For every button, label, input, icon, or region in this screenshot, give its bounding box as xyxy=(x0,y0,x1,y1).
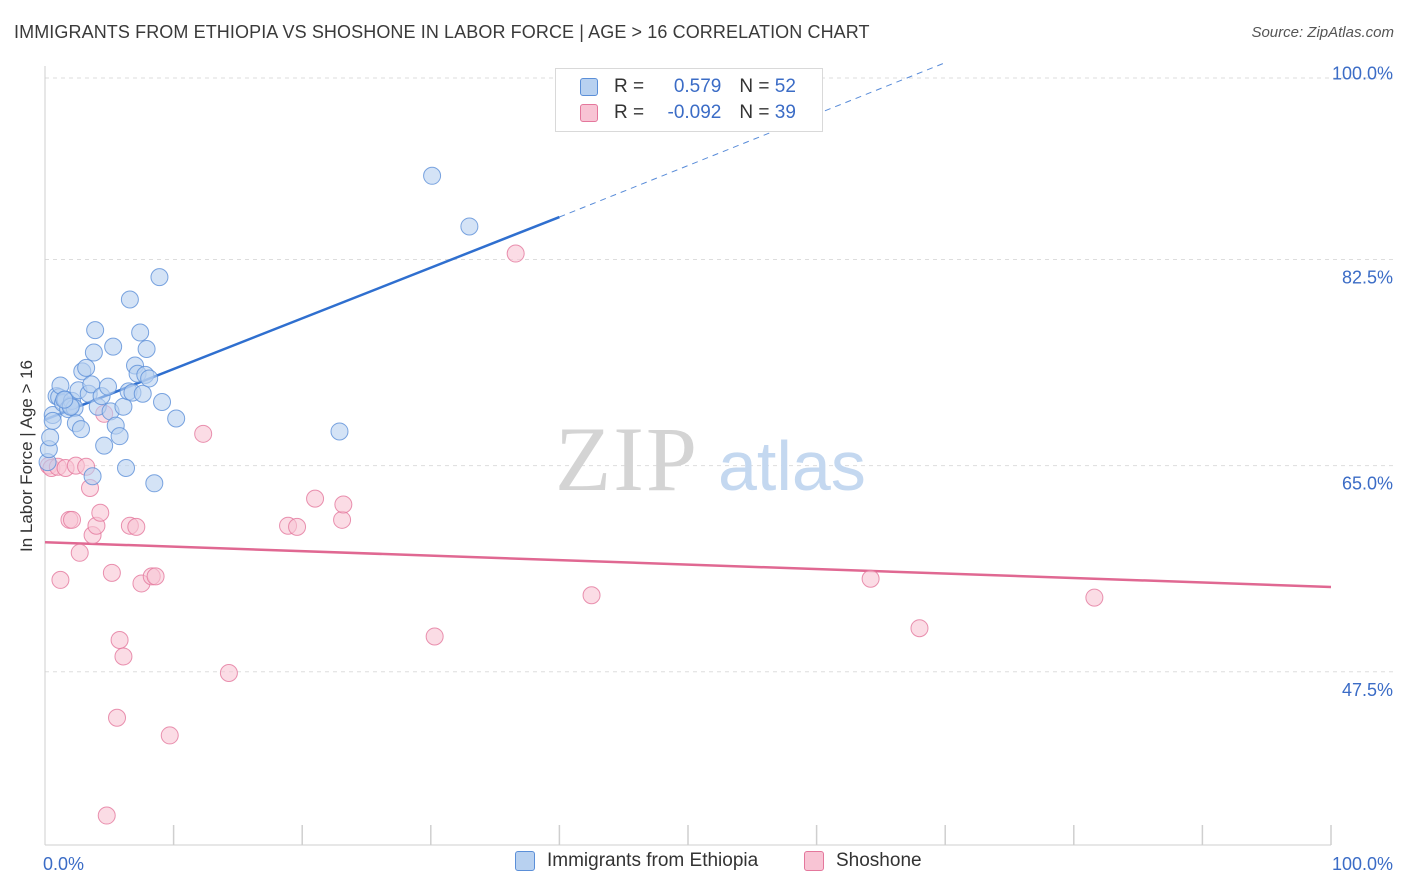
legend-item-shoshone: Shoshone xyxy=(804,850,922,872)
shoshone-point xyxy=(506,244,525,263)
shoshone-point xyxy=(194,424,213,443)
shoshone-point xyxy=(127,517,146,536)
trend-line-ethiopia-projection xyxy=(559,62,946,218)
ethiopia-point xyxy=(150,268,169,287)
legend-swatch-pink xyxy=(804,851,824,871)
legend-label-ethiopia: Immigrants from Ethiopia xyxy=(547,850,759,871)
watermark-zip: ZIP xyxy=(555,408,699,510)
ethiopia-point xyxy=(72,420,91,439)
ethiopia-point xyxy=(145,474,164,493)
shoshone-point xyxy=(333,510,352,529)
source-label: Source: ZipAtlas.com xyxy=(1251,24,1394,41)
shoshone-point xyxy=(861,569,880,588)
shoshone-point xyxy=(97,806,116,825)
ethiopia-point xyxy=(55,390,74,409)
shoshone-point xyxy=(63,510,82,529)
ethiopia-point xyxy=(104,337,123,356)
chart-title: IMMIGRANTS FROM ETHIOPIA VS SHOSHONE IN … xyxy=(14,22,870,42)
y-tick-label: 65.0% xyxy=(1342,474,1393,494)
x-tick-label: 100.0% xyxy=(1332,854,1393,874)
ethiopia-point xyxy=(83,467,102,486)
ethiopia-point xyxy=(137,339,156,358)
ethiopia-point xyxy=(133,384,152,403)
shoshone-point xyxy=(102,563,121,582)
shoshone-point xyxy=(114,647,133,666)
legend-r-label: R = xyxy=(614,102,650,123)
shoshone-point xyxy=(219,663,238,682)
shoshone-point xyxy=(108,708,127,727)
y-tick-label: 47.5% xyxy=(1342,680,1393,700)
legend-n-value: 39 xyxy=(774,102,796,123)
ethiopia-point xyxy=(86,321,105,340)
watermark: ZIP atlas xyxy=(555,408,866,510)
shoshone-point xyxy=(146,567,165,586)
legend-item-ethiopia: Immigrants from Ethiopia xyxy=(515,850,758,872)
ethiopia-point xyxy=(99,377,118,396)
ethiopia-point xyxy=(423,166,442,185)
shoshone-point xyxy=(110,630,129,649)
shoshone-point xyxy=(1085,588,1104,607)
legend-label-shoshone: Shoshone xyxy=(836,850,922,871)
x-tick-label: 0.0% xyxy=(43,854,84,874)
legend-r-label: R = xyxy=(614,76,650,97)
ethiopia-point xyxy=(41,428,60,447)
shoshone-point xyxy=(306,489,325,508)
ethiopia-point xyxy=(117,458,136,477)
shoshone-point xyxy=(288,517,307,536)
legend-swatch-blue xyxy=(515,851,535,871)
ethiopia-point xyxy=(131,323,150,342)
ethiopia-point xyxy=(43,411,62,430)
y-tick-label: 100.0% xyxy=(1332,63,1393,83)
series-legend: Immigrants from Ethiopia Shoshone xyxy=(0,850,1406,878)
ethiopia-point xyxy=(330,422,349,441)
data-points xyxy=(38,166,1104,825)
ethiopia-point xyxy=(140,369,159,388)
legend-swatch-pink xyxy=(580,104,598,122)
ethiopia-point xyxy=(95,436,114,455)
shoshone-point xyxy=(91,503,110,522)
legend-n-label: N = xyxy=(739,76,775,97)
ethiopia-point xyxy=(153,393,172,412)
legend-row-ethiopia: R = 0.579 N = 52 xyxy=(580,74,796,100)
legend-n-label: N = xyxy=(739,102,775,123)
shoshone-point xyxy=(70,543,89,562)
stats-legend: R = 0.579 N = 52 R = -0.092 N = 39 xyxy=(555,68,823,132)
legend-row-shoshone: R = -0.092 N = 39 xyxy=(580,100,796,126)
tick-labels: 47.5% 65.0% 82.5% 100.0% 0.0% 100.0% xyxy=(43,63,1393,874)
legend-r-value: 0.579 xyxy=(673,76,722,97)
legend-n-value: 52 xyxy=(774,76,796,97)
ethiopia-point xyxy=(120,290,139,309)
shoshone-point xyxy=(425,627,444,646)
y-tick-label: 82.5% xyxy=(1342,267,1393,287)
shoshone-point xyxy=(910,619,929,638)
ethiopia-point xyxy=(460,217,479,236)
ethiopia-point xyxy=(110,427,129,446)
ethiopia-point xyxy=(84,343,103,362)
shoshone-point xyxy=(582,586,601,605)
ethiopia-point xyxy=(77,358,96,377)
legend-swatch-blue xyxy=(580,78,598,96)
shoshone-point xyxy=(51,570,70,589)
legend-r-value: -0.092 xyxy=(667,102,722,123)
shoshone-point xyxy=(334,495,353,514)
trend-line-shoshone xyxy=(44,540,1332,589)
ethiopia-point xyxy=(167,409,186,428)
watermark-atlas: atlas xyxy=(718,427,866,505)
shoshone-point xyxy=(160,726,179,745)
